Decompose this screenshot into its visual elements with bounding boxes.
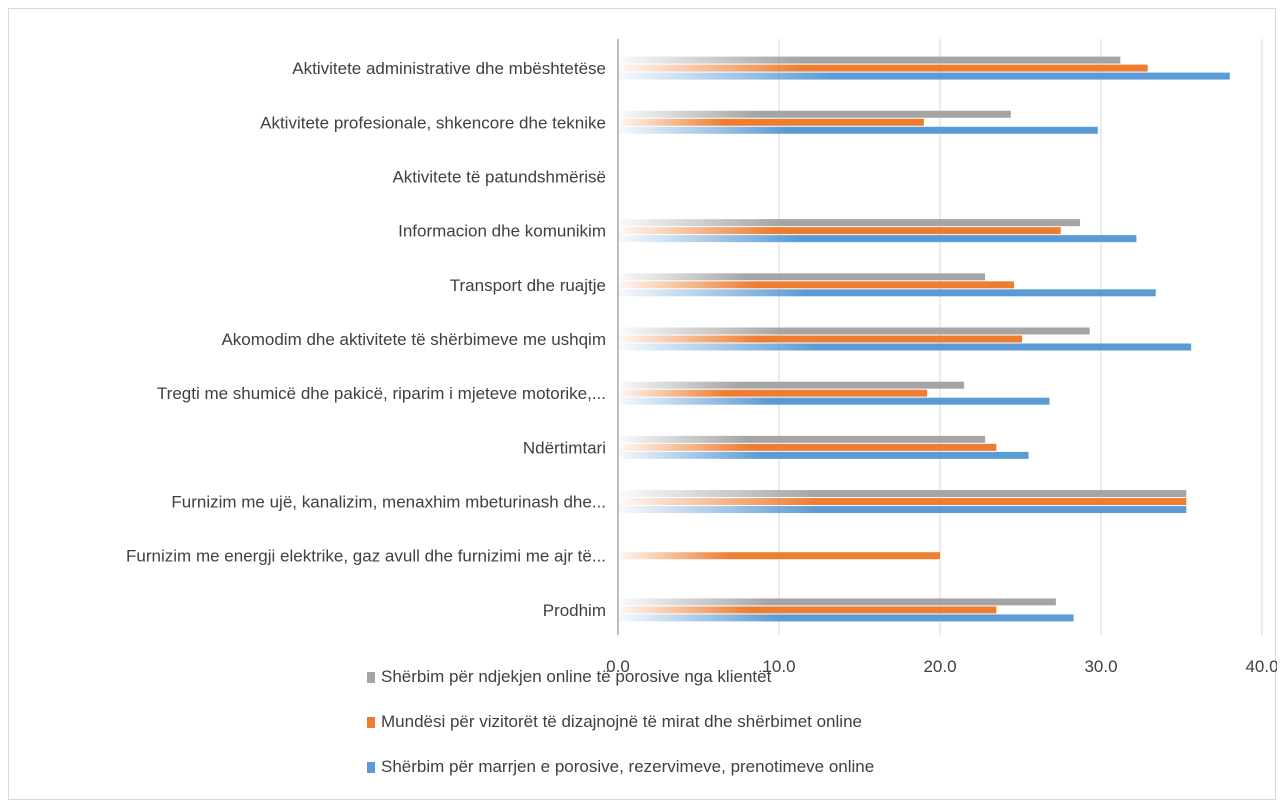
- legend-label: Shërbim për marrjen e porosive, rezervim…: [381, 757, 875, 776]
- x-tick-labels: 0.0 10.0 20.0 30.0 40.0: [606, 657, 1277, 676]
- category-label: Furnizim me energji elektrike, gaz avull…: [126, 547, 606, 566]
- bar: [618, 227, 1061, 235]
- category-labels: Aktivitete administrative dhe mbështetës…: [126, 59, 606, 620]
- bar: [618, 498, 1187, 506]
- bar: [618, 598, 1056, 606]
- category-label: Prodhim: [543, 601, 606, 620]
- bar: [618, 606, 997, 614]
- bar: [618, 397, 1050, 405]
- category-label: Tregti me shumicë dhe pakicë, riparim i …: [157, 384, 606, 403]
- bar: [618, 490, 1187, 498]
- legend-label: Shërbim për ndjekjen online të porosive …: [381, 667, 772, 686]
- chart-frame: Aktivitete administrative dhe mbështetës…: [8, 8, 1277, 800]
- x-tick-label: 40.0: [1245, 657, 1277, 676]
- bar: [618, 614, 1074, 622]
- bar: [618, 451, 1029, 459]
- legend-swatch: [367, 761, 375, 773]
- legend-item-series-1: Mundësi për vizitorët të dizajnojnë të m…: [367, 712, 862, 732]
- bar: [618, 72, 1230, 80]
- bar: [618, 327, 1090, 335]
- x-tick-label: 20.0: [923, 657, 956, 676]
- bar: [618, 64, 1148, 72]
- legend-item-series-2: Shërbim për marrjen e porosive, rezervim…: [367, 757, 874, 777]
- category-label: Informacion dhe komunikim: [398, 222, 606, 241]
- bar: [618, 273, 986, 281]
- bar: [618, 443, 997, 451]
- bars: [618, 56, 1230, 622]
- category-label: Ndërtimtari: [523, 438, 606, 457]
- x-tick-label: 0.0: [606, 657, 630, 676]
- legend-item-series-0: Shërbim për ndjekjen online të porosive …: [367, 667, 771, 687]
- bar: [618, 118, 924, 126]
- category-label: Transport dhe ruajtje: [450, 276, 606, 295]
- bar: [618, 335, 1023, 343]
- bar: [618, 219, 1081, 227]
- legend-label: Mundësi për vizitorët të dizajnojnë të m…: [381, 712, 862, 731]
- category-label: Akomodim dhe aktivitete të shërbimeve me…: [221, 330, 606, 349]
- bar: [618, 552, 940, 560]
- bar: [618, 381, 965, 389]
- bar: [618, 435, 986, 443]
- bar: [618, 110, 1011, 118]
- bar: [618, 126, 1098, 134]
- category-label: Furnizim me ujë, kanalizim, menaxhim mbe…: [171, 493, 606, 512]
- bar: [618, 343, 1192, 351]
- bar: [618, 389, 928, 397]
- x-tick-label: 30.0: [1084, 657, 1117, 676]
- category-label: Aktivitete të patundshmërisë: [392, 167, 606, 186]
- bar: [618, 56, 1121, 64]
- category-label: Aktivitete profesionale, shkencore dhe t…: [260, 113, 606, 132]
- category-label: Aktivitete administrative dhe mbështetës…: [292, 59, 606, 78]
- bar: [618, 235, 1137, 243]
- bar-chart: Aktivitete administrative dhe mbështetës…: [126, 39, 1277, 676]
- bar: [618, 289, 1156, 297]
- x-tick-label: 10.0: [762, 657, 795, 676]
- bar: [618, 506, 1187, 514]
- legend-swatch: [367, 671, 375, 683]
- legend-swatch: [367, 716, 375, 728]
- bar: [618, 281, 1015, 289]
